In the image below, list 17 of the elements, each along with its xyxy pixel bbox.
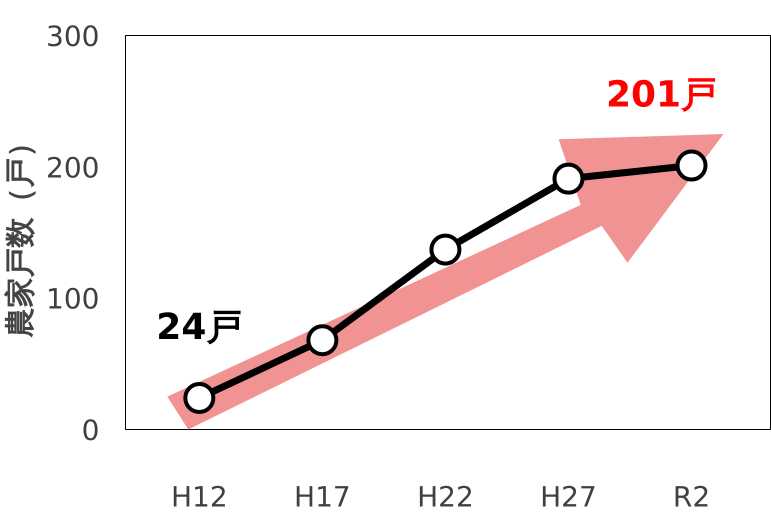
x-tick-label: H22 — [417, 480, 474, 514]
x-tick-label: H12 — [170, 480, 228, 514]
y-tick-label: 100 — [46, 282, 100, 316]
x-tick-label: R2 — [672, 480, 710, 514]
x-tick-label: H27 — [540, 480, 597, 514]
y-tick-label: 200 — [46, 151, 100, 184]
point — [183, 382, 216, 414]
x-tick-label: H17 — [294, 480, 351, 514]
annotation: 201戸 — [606, 74, 718, 116]
y-tick-label: 0 — [82, 414, 100, 447]
y-tick-label: 300 — [46, 20, 100, 53]
point — [676, 150, 708, 182]
annotation: 24戸 — [156, 306, 242, 348]
point — [306, 324, 338, 356]
y-axis-title: 農家戸数（戸） — [3, 128, 38, 338]
point — [429, 234, 462, 266]
point — [552, 162, 584, 195]
